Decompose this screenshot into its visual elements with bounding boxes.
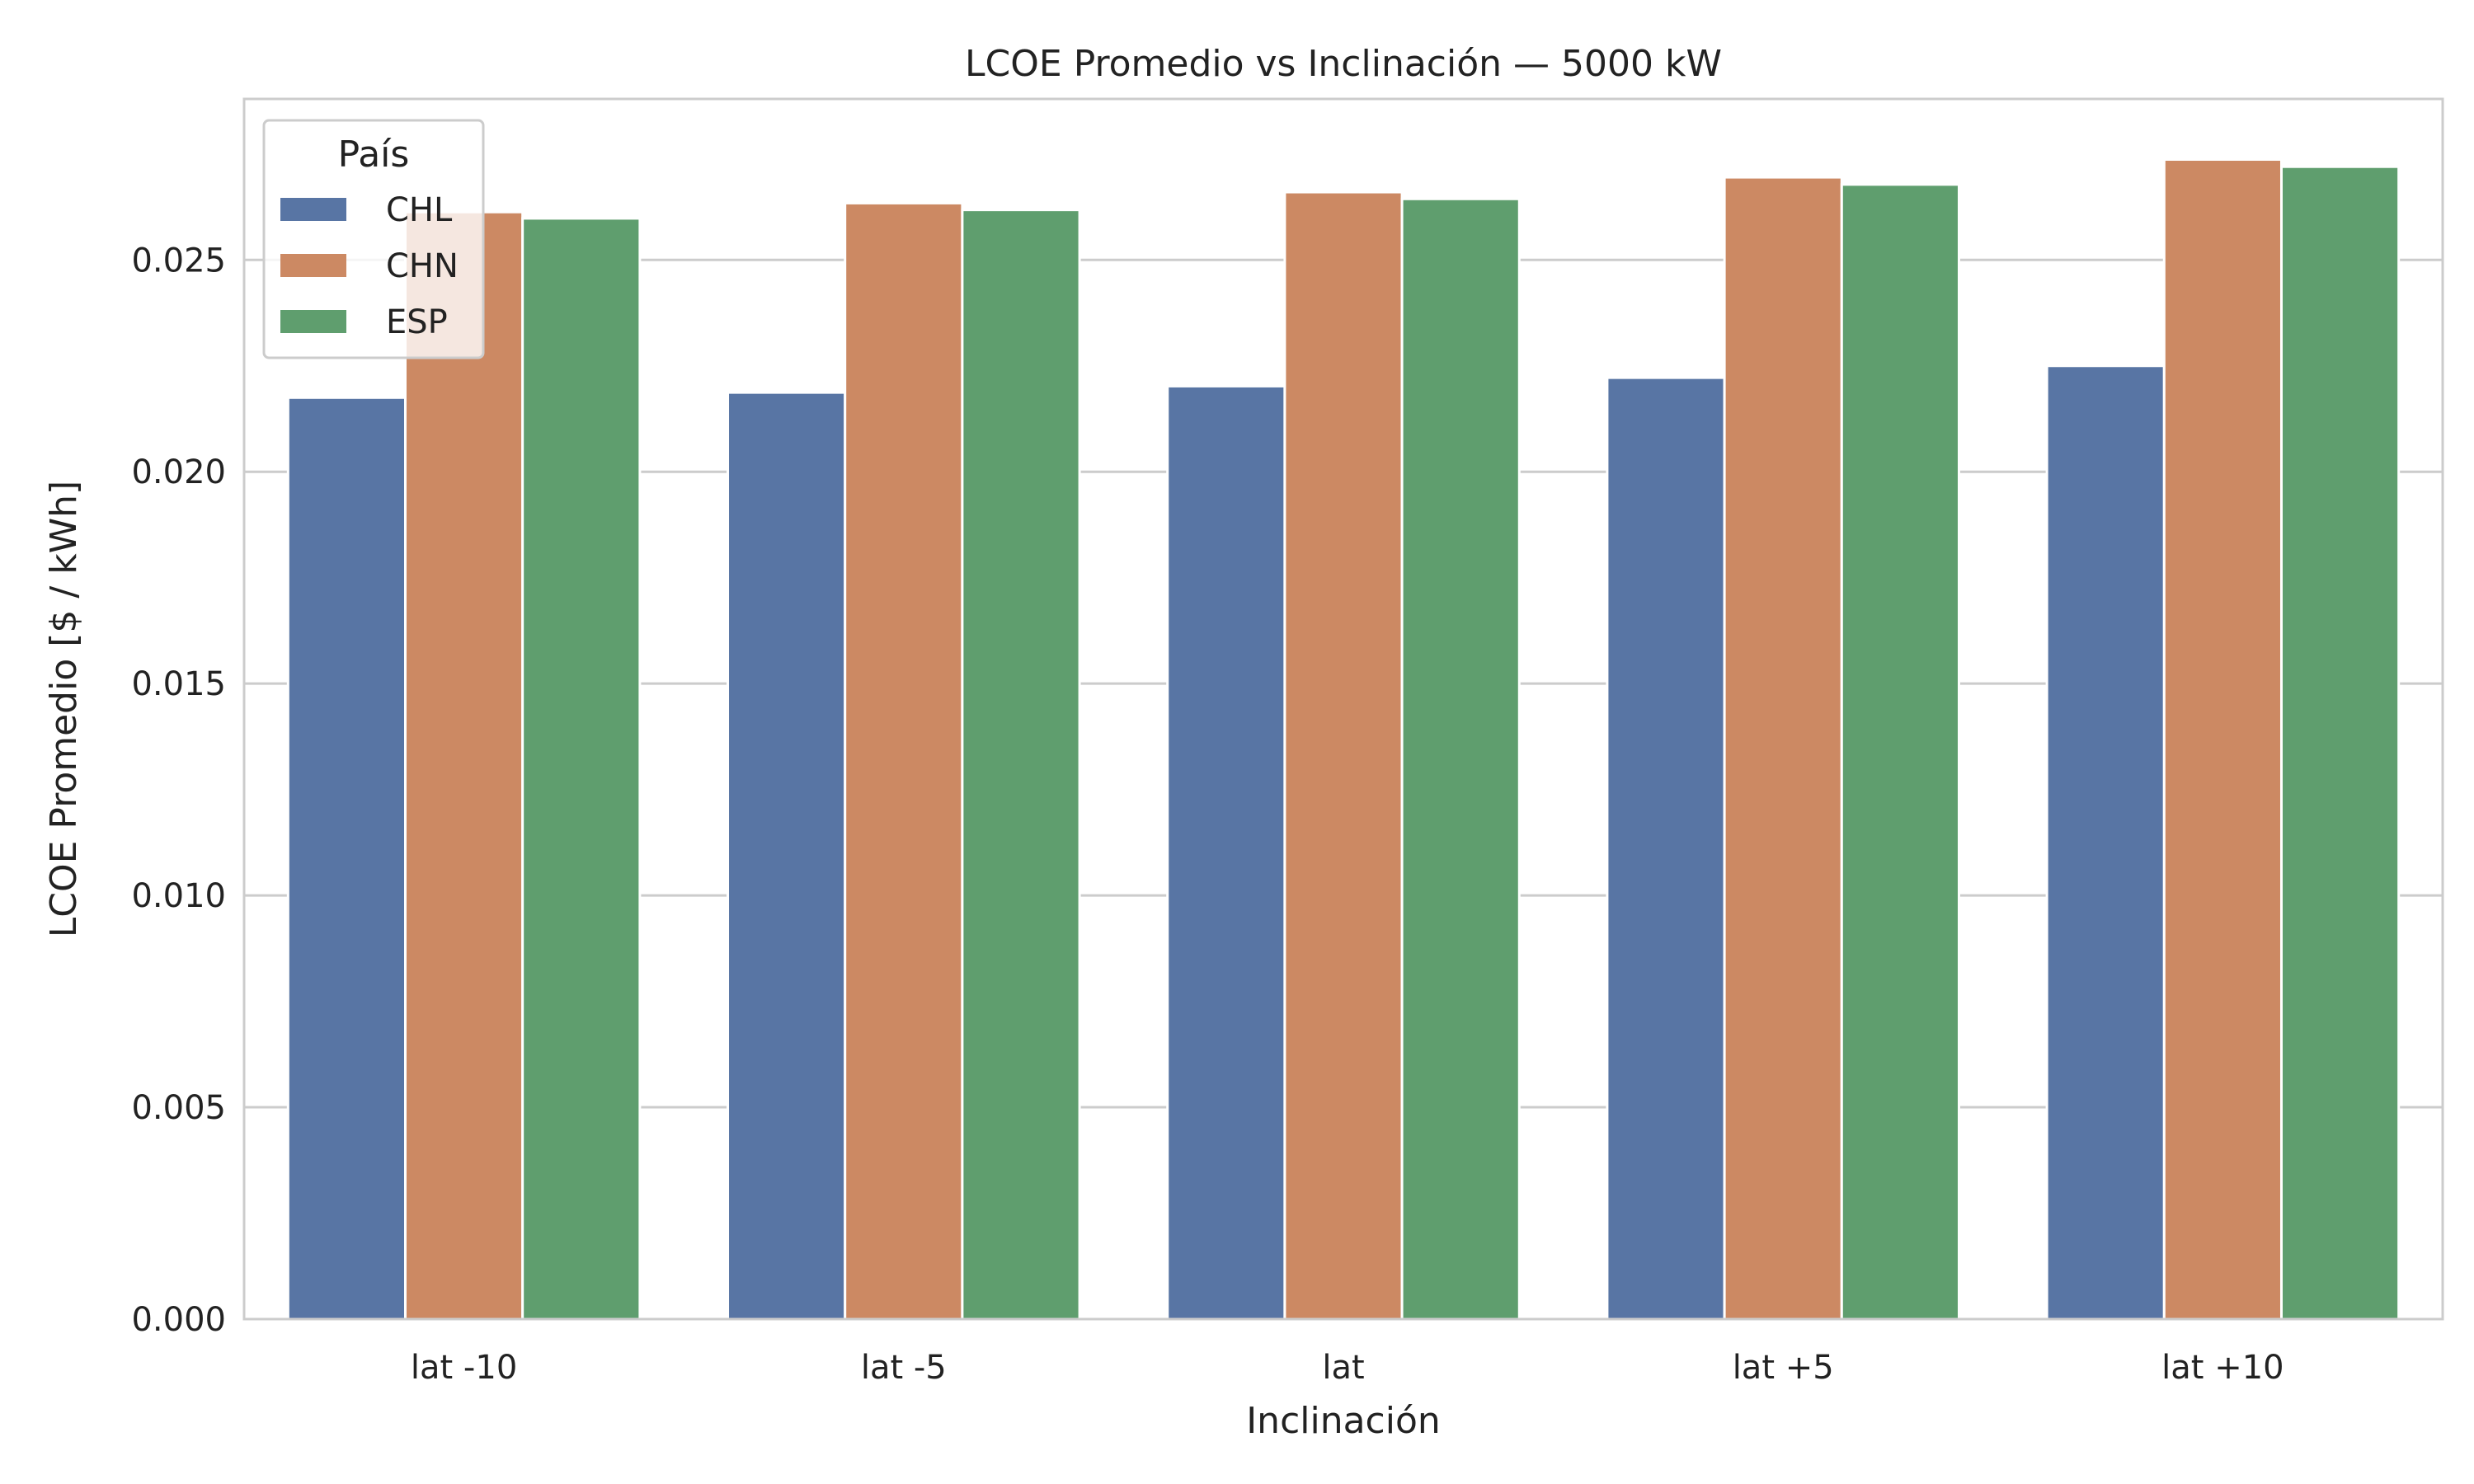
legend-swatch-chn xyxy=(280,254,346,277)
bar-chn-2 xyxy=(1283,190,1404,1321)
bar-chn-0 xyxy=(404,210,524,1321)
legend-swatch-esp xyxy=(280,310,346,333)
bars xyxy=(286,157,2401,1321)
x-tick-label: lat -5 xyxy=(861,1349,947,1387)
y-tick-label: 0.015 xyxy=(131,665,226,703)
y-tick-labels: 0.000 0.005 0.010 0.015 0.020 0.025 xyxy=(131,242,226,1339)
x-tick-label: lat +5 xyxy=(1733,1349,1834,1387)
y-tick-label: 0.010 xyxy=(131,877,226,915)
legend-title: País xyxy=(338,134,410,176)
bar-esp-4 xyxy=(2279,165,2401,1321)
legend-box xyxy=(262,119,485,359)
legend-items: CHL CHN ESP xyxy=(280,191,459,341)
bar-esp-2 xyxy=(1400,197,1521,1321)
bar-chn-3 xyxy=(1723,176,1843,1321)
y-tick-label: 0.000 xyxy=(131,1301,226,1339)
x-tick-label: lat +10 xyxy=(2161,1349,2284,1387)
bar-chl-1 xyxy=(727,391,847,1321)
bar-chn-4 xyxy=(2162,157,2283,1321)
legend-label-chl: CHL xyxy=(386,191,453,229)
bar-chn-1 xyxy=(844,201,964,1321)
y-axis-label: LCOE Promedio [$ / kWh] xyxy=(43,481,85,937)
bar-chl-4 xyxy=(2045,364,2166,1321)
legend-swatch-chl xyxy=(280,198,346,221)
legend-label-chn: CHN xyxy=(386,247,459,285)
plot-frame xyxy=(242,97,2444,1321)
bar-chl-2 xyxy=(1166,384,1286,1321)
bar-esp-0 xyxy=(521,217,642,1321)
x-tick-label: lat -10 xyxy=(411,1349,517,1387)
legend: País CHL CHN ESP xyxy=(262,119,485,359)
x-tick-label: lat xyxy=(1322,1349,1364,1387)
bar-esp-1 xyxy=(961,209,1081,1321)
y-tick-label: 0.020 xyxy=(131,453,226,491)
chart-title: LCOE Promedio vs Inclinación — 5000 kW xyxy=(965,43,1722,85)
x-tick-labels: lat -10 lat -5 lat lat +5 lat +10 xyxy=(411,1349,2284,1387)
legend-label-esp: ESP xyxy=(386,303,448,341)
bar-chl-3 xyxy=(1606,376,1726,1321)
bar-esp-3 xyxy=(1840,183,1960,1321)
y-tick-label: 0.005 xyxy=(131,1089,226,1127)
y-tick-label: 0.025 xyxy=(131,242,226,279)
x-axis-label: Inclinación xyxy=(1246,1400,1441,1442)
bar-chl-0 xyxy=(286,396,407,1321)
